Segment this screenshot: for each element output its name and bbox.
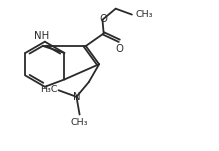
Text: CH₃: CH₃ — [136, 10, 153, 19]
Text: N: N — [73, 92, 80, 102]
Text: O: O — [99, 14, 108, 24]
Text: H₃C: H₃C — [40, 85, 57, 94]
Text: CH₃: CH₃ — [71, 118, 88, 127]
Text: O: O — [116, 45, 124, 55]
Text: NH: NH — [34, 31, 49, 42]
